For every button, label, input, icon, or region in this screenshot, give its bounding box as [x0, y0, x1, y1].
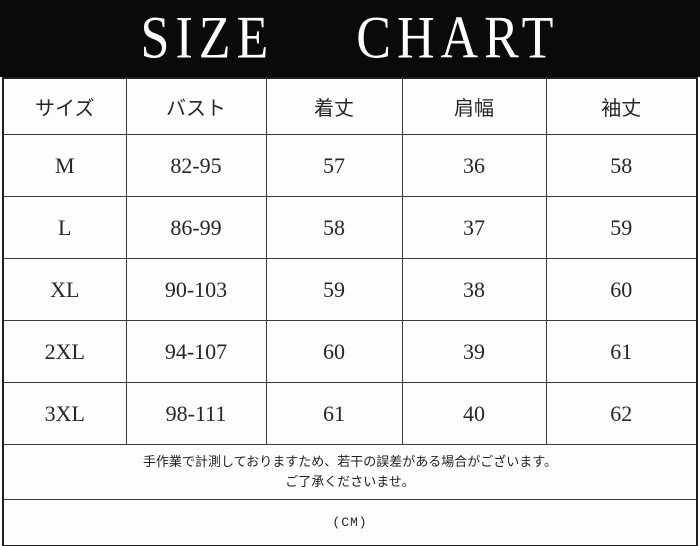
page-title: SIZE CHART — [140, 4, 560, 71]
table-row-l: L 86-99 58 37 59 — [2, 196, 698, 259]
table-cell: 3XL — [2, 382, 127, 445]
size-chart-table: サイズ バスト 着丈 肩幅 袖丈 M 82-95 57 36 58 L 86-9… — [2, 77, 698, 546]
column-header-size: サイズ — [2, 77, 127, 135]
column-header-sleeve: 袖丈 — [545, 77, 698, 135]
column-header-bust: バスト — [125, 77, 267, 135]
table-cell: 38 — [401, 258, 547, 321]
table-cell: 86-99 — [125, 196, 267, 259]
table-cell: 94-107 — [125, 320, 267, 383]
table-cell: 61 — [265, 382, 403, 445]
table-row-xl: XL 90-103 59 38 60 — [2, 258, 698, 321]
table-cell: 62 — [545, 382, 698, 445]
table-cell: 59 — [265, 258, 403, 321]
table-cell: 2XL — [2, 320, 127, 383]
table-cell: 40 — [401, 382, 547, 445]
column-header-shoulder: 肩幅 — [401, 77, 547, 135]
unit-row: (CM) — [2, 499, 698, 546]
table-cell: L — [2, 196, 127, 259]
table-cell: 98-111 — [125, 382, 267, 445]
header-row: サイズ バスト 着丈 肩幅 袖丈 — [2, 77, 698, 135]
table-cell: 60 — [545, 258, 698, 321]
unit-label: (CM) — [2, 499, 698, 546]
table-cell: 58 — [545, 134, 698, 197]
table-row-3xl: 3XL 98-111 61 40 62 — [2, 382, 698, 445]
table-cell: 39 — [401, 320, 547, 383]
measurement-note: 手作業で計測しておりますため、若干の誤差がある場合がございます。 ご了承ください… — [2, 444, 698, 500]
table-cell: 36 — [401, 134, 547, 197]
table-cell: 57 — [265, 134, 403, 197]
table-row-m: M 82-95 57 36 58 — [2, 134, 698, 197]
note-line-1: 手作業で計測しておりますため、若干の誤差がある場合がございます。 — [143, 453, 557, 469]
table-cell: 58 — [265, 196, 403, 259]
table-cell: 37 — [401, 196, 547, 259]
table-cell: M — [2, 134, 127, 197]
table-cell: 82-95 — [125, 134, 267, 197]
table-cell: 90-103 — [125, 258, 267, 321]
table-cell: 59 — [545, 196, 698, 259]
table-row-2xl: 2XL 94-107 60 39 61 — [2, 320, 698, 383]
table-cell: 61 — [545, 320, 698, 383]
note-row: 手作業で計測しておりますため、若干の誤差がある場合がございます。 ご了承ください… — [2, 444, 698, 500]
note-line-2: ご了承くださいませ。 — [285, 474, 415, 489]
table-cell: XL — [2, 258, 127, 321]
table-cell: 60 — [265, 320, 403, 383]
title-bar: SIZE CHART — [0, 0, 700, 77]
column-header-length: 着丈 — [265, 77, 403, 135]
